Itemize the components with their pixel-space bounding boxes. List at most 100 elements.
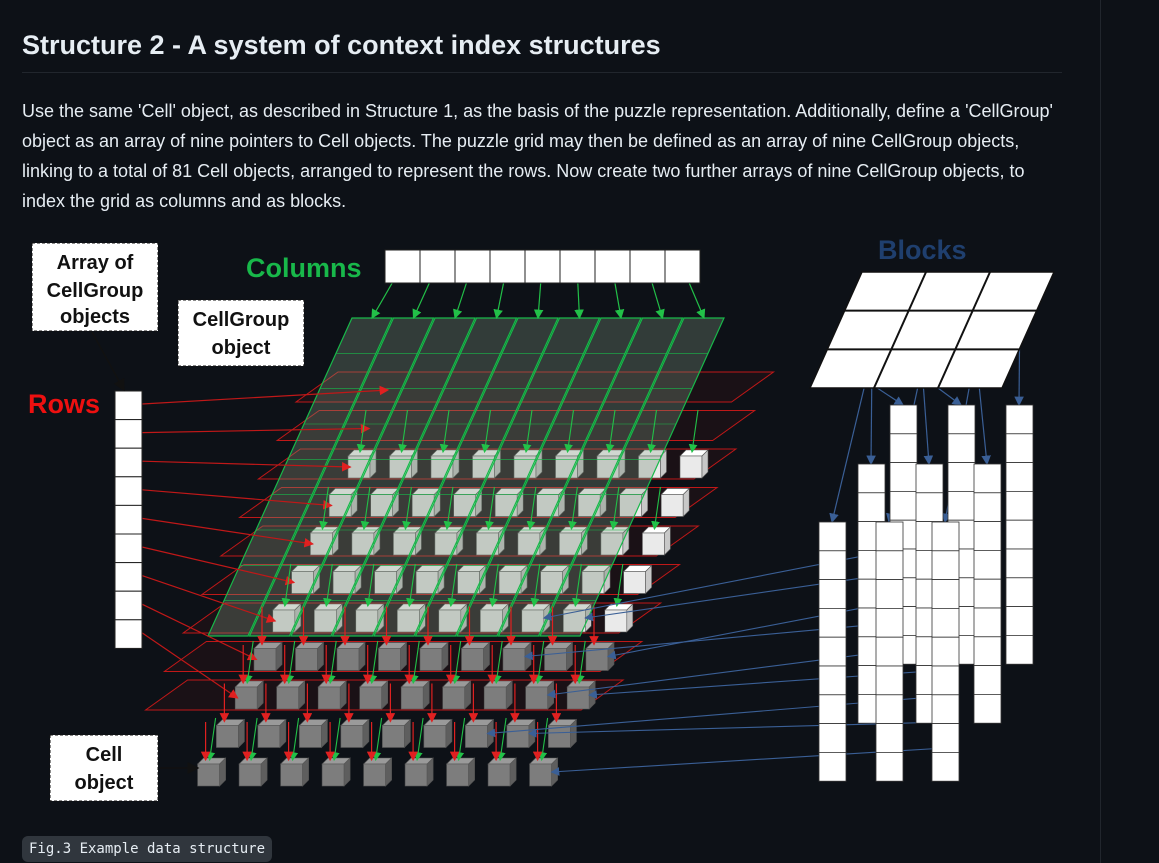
label-array-of-cellgroup: Array of CellGroup objects	[31, 242, 159, 332]
block-array-slot	[875, 550, 904, 580]
columns-array	[384, 249, 701, 284]
block-array-slot	[875, 752, 904, 782]
svg-text:CellGroup: CellGroup	[47, 280, 144, 302]
rows-label: Rows	[28, 389, 100, 419]
row-arrow	[141, 575, 277, 623]
blocks-label: Blocks	[878, 235, 967, 265]
cell-cube	[475, 526, 506, 556]
block-array-slot	[889, 490, 918, 521]
label-cell-object: Cell object	[49, 734, 159, 802]
column-cell-arrow	[605, 409, 616, 454]
cell-cube	[660, 487, 690, 518]
columns-array-slot	[454, 249, 491, 284]
rows-array-slot	[114, 562, 143, 592]
cell-cube	[423, 718, 453, 749]
section-heading: Structure 2 - A system of context index …	[22, 28, 1062, 73]
block-array-slot	[973, 636, 1002, 666]
cell-cube	[498, 564, 528, 595]
row-arrow	[141, 385, 390, 405]
columns-label: Columns	[246, 253, 362, 283]
block-array-slot	[947, 404, 976, 435]
cell-cube	[321, 757, 351, 787]
column-cell-arrow	[285, 640, 296, 685]
data-structure-diagram: Array of CellGroup objects CellGroup obj…	[28, 235, 1056, 802]
block-array-slot	[889, 433, 918, 463]
block-array-slot	[931, 752, 960, 782]
column-cell-arrow	[481, 409, 492, 454]
column-cell-arrow	[443, 486, 454, 531]
column-cell-arrow	[402, 486, 412, 531]
column-cell-arrow	[447, 563, 458, 608]
cell-cube	[622, 564, 653, 595]
column-cell-arrow	[319, 486, 329, 531]
block-array-slot	[915, 463, 944, 494]
cell-cube	[298, 718, 329, 749]
cell-cube	[441, 680, 472, 710]
column-cell-arrow	[243, 640, 254, 685]
columns-array-slot	[594, 249, 631, 284]
svg-text:object: object	[212, 337, 271, 359]
block-array-slot	[973, 578, 1002, 609]
row-arrow	[141, 489, 333, 510]
figure-caption: Fig.3 Example data structure	[22, 836, 273, 862]
cell-cube	[317, 680, 347, 710]
rows-array-slot	[114, 390, 143, 421]
cell-cube	[332, 564, 362, 595]
cell-cube	[279, 757, 310, 787]
block-array-slot	[915, 492, 944, 522]
block-array-slot	[818, 723, 847, 753]
row-arrow	[141, 603, 258, 661]
description-paragraph: Use the same 'Cell' object, as described…	[22, 101, 1053, 211]
blocks-structure	[808, 271, 1056, 782]
rows-array-slot	[114, 419, 143, 449]
column-cell-arrow	[455, 717, 466, 762]
row-arrow	[141, 423, 371, 434]
column-cell-arrow	[368, 640, 379, 685]
column-cell-arrow	[485, 486, 495, 531]
block-array-slot	[931, 579, 960, 609]
cell-cube	[483, 680, 513, 710]
column-cell-arrow	[289, 717, 300, 762]
block-array-slot	[973, 665, 1002, 695]
cell-cube	[562, 603, 593, 633]
cell-cube	[234, 680, 264, 710]
cell-cube	[358, 680, 389, 710]
cell-cube	[275, 680, 306, 710]
cell-cube	[215, 718, 246, 749]
cell-cube	[294, 641, 325, 672]
svg-text:object: object	[75, 772, 134, 794]
cell-cube	[641, 526, 672, 556]
cell-cube	[377, 641, 408, 672]
cell-cube	[400, 680, 430, 710]
cell-cube	[547, 718, 578, 749]
cell-cube	[679, 449, 709, 479]
column-cell-arrow	[651, 486, 661, 531]
column-cell-arrow	[538, 717, 549, 762]
block-array-slot	[1005, 548, 1034, 579]
cell-cube	[340, 718, 370, 749]
column-cell-arrow	[530, 563, 541, 608]
cell-cube	[257, 718, 287, 749]
rows-array-slot	[114, 619, 143, 649]
block-array-slot	[973, 521, 1002, 551]
label-cellgroup-object: CellGroup object	[177, 299, 305, 367]
block-array-slot	[1005, 433, 1034, 463]
block-array-slot	[931, 723, 960, 753]
cell-cube	[487, 757, 517, 787]
column-cell-arrow	[409, 640, 420, 685]
column-cell-arrow	[688, 409, 699, 454]
column-cell-arrow	[360, 486, 371, 531]
cell-cube	[196, 757, 227, 787]
block-array-slot	[947, 462, 976, 492]
cell-cube	[351, 526, 381, 556]
columns-array-slot	[384, 249, 421, 284]
column-cell-arrow	[439, 409, 450, 454]
rows-array-slot	[114, 590, 143, 621]
block-array-slot	[1005, 519, 1034, 550]
rows-array-slot	[114, 504, 143, 535]
block-array-slot	[947, 490, 976, 521]
cell-cube	[445, 757, 476, 787]
cell-cube	[238, 757, 268, 787]
columns-array-slot	[629, 249, 666, 284]
cell-cube	[381, 718, 412, 749]
